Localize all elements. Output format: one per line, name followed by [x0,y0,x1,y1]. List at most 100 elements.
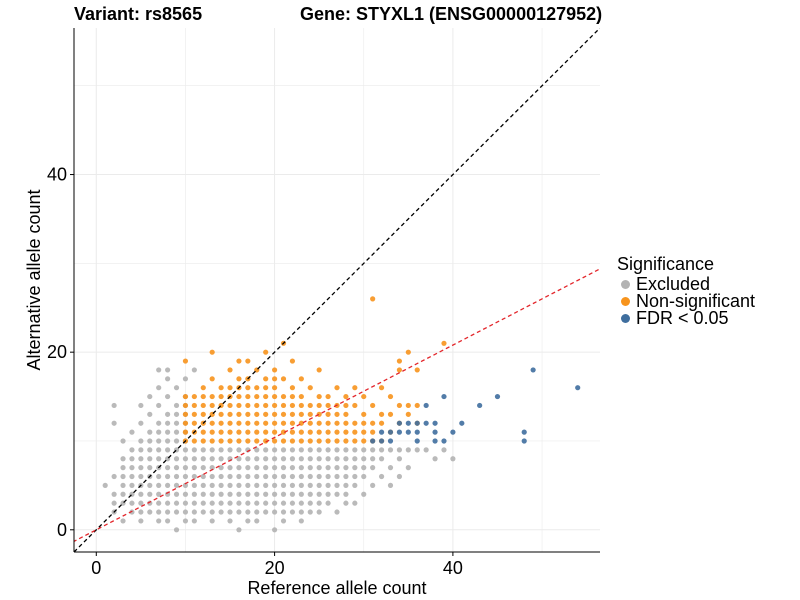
legend-label-excluded: Excluded [636,274,711,294]
point-non-significant [280,393,287,400]
point-excluded [200,500,206,506]
point-non-significant [307,420,313,426]
point-non-significant [343,429,349,435]
point-non-significant [218,438,224,444]
point-excluded [156,447,162,453]
point-non-significant [334,420,340,426]
point-excluded [280,447,287,453]
point-excluded [245,456,251,462]
point-excluded [361,473,367,480]
point-excluded [129,429,135,435]
point-excluded [156,367,162,373]
point-non-significant [387,393,394,400]
point-excluded [147,509,153,515]
point-excluded [325,482,331,488]
point-excluded [165,482,171,488]
point-non-significant [271,393,278,400]
point-excluded [307,500,313,506]
point-non-significant [191,411,197,417]
point-non-significant [263,349,269,355]
point-excluded [138,500,144,506]
point-excluded [209,509,215,515]
point-excluded [129,456,135,462]
point-excluded [173,509,180,515]
point-fdr-0-05 [414,420,420,426]
reference-line-regression [74,268,600,543]
point-non-significant [245,385,251,391]
point-excluded [165,465,171,471]
point-excluded [111,473,117,480]
point-non-significant [325,438,331,444]
point-excluded [218,456,224,462]
point-excluded [191,500,197,506]
point-non-significant [245,358,251,364]
y-tick-label: 0 [57,520,67,540]
point-excluded [165,420,171,426]
point-excluded [298,473,304,480]
point-excluded [227,518,233,524]
point-excluded [218,473,224,480]
point-excluded [156,500,162,506]
point-non-significant [209,376,215,382]
point-excluded [236,456,242,462]
point-excluded [165,411,171,417]
point-fdr-0-05 [387,429,394,435]
point-excluded [156,456,162,462]
point-excluded [361,465,367,471]
point-excluded [138,420,144,426]
point-non-significant [325,420,331,426]
point-fdr-0-05 [414,438,420,444]
point-excluded [325,465,331,471]
point-non-significant [254,411,260,417]
point-excluded [209,447,215,453]
point-excluded [182,509,189,515]
point-excluded [173,438,180,444]
point-excluded [156,420,162,426]
point-non-significant [370,420,376,426]
point-excluded [325,473,331,480]
point-non-significant [325,411,331,417]
point-excluded [209,456,215,462]
point-non-significant [396,358,403,364]
point-excluded [307,456,313,462]
point-excluded [343,473,349,480]
point-non-significant [378,385,385,391]
point-excluded [156,429,162,435]
point-excluded [378,447,385,453]
point-non-significant [298,411,304,417]
legend-label-fdr: FDR < 0.05 [636,308,729,328]
point-excluded [245,509,251,515]
point-excluded [147,447,153,453]
point-excluded [173,429,180,435]
point-non-significant [343,393,349,400]
point-excluded [191,491,197,497]
point-excluded [209,491,215,497]
point-non-significant [307,429,313,435]
legend-label-non-significant: Non-significant [636,291,756,311]
point-non-significant [289,429,296,435]
point-excluded [138,473,144,480]
point-non-significant [236,420,242,426]
point-excluded [361,491,367,497]
point-excluded [280,509,287,515]
point-non-significant [343,411,349,417]
point-excluded [182,447,189,453]
point-excluded [316,447,322,453]
point-excluded [289,509,296,515]
point-excluded [209,473,215,480]
point-excluded [450,456,456,462]
point-excluded [343,491,349,497]
point-non-significant [361,393,367,400]
point-excluded [298,447,304,453]
point-non-significant [316,420,322,426]
point-non-significant [200,385,206,391]
point-excluded [263,447,269,453]
point-non-significant [263,411,269,417]
point-excluded [182,500,189,506]
point-excluded [414,447,420,453]
point-excluded [316,491,322,497]
point-excluded [120,473,126,480]
point-non-significant [209,420,215,426]
point-non-significant [227,411,233,417]
point-excluded [236,500,242,506]
